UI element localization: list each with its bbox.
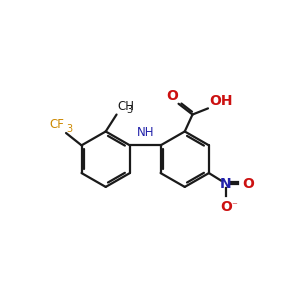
Text: ⁻: ⁻ (231, 202, 237, 212)
Text: 3: 3 (66, 124, 72, 134)
Text: O: O (166, 89, 178, 103)
Text: N: N (220, 177, 232, 191)
Text: O: O (242, 177, 254, 191)
Text: OH: OH (209, 94, 232, 108)
Text: O: O (220, 200, 232, 214)
Text: CH: CH (117, 100, 134, 113)
Text: NH: NH (136, 126, 154, 139)
Text: CF: CF (50, 118, 64, 131)
Text: 3: 3 (127, 105, 133, 115)
